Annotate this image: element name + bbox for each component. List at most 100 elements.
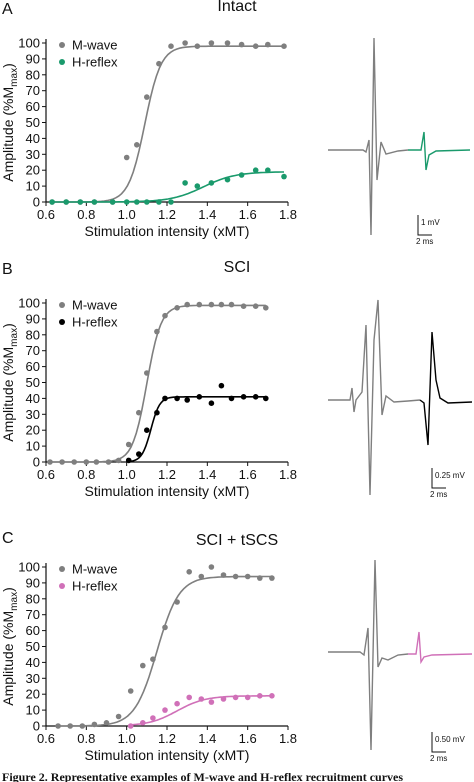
x-tick-label: 1.8 — [279, 467, 297, 482]
legend-marker — [59, 302, 65, 308]
legend-marker — [59, 42, 65, 48]
legend-label: M-wave — [72, 38, 118, 53]
y-tick-label: 10 — [26, 439, 40, 454]
x-tick-label: 1.6 — [239, 207, 257, 222]
y-tick-label: 20 — [26, 163, 40, 178]
data-point — [154, 328, 160, 335]
y-tick-label: 80 — [26, 67, 40, 82]
x-tick-label: 1.0 — [118, 207, 136, 222]
data-point — [182, 180, 188, 186]
data-point — [252, 167, 259, 173]
series-h-reflex — [49, 167, 287, 205]
x-tick-label: 1.4 — [198, 207, 216, 222]
data-point — [218, 301, 225, 308]
panel-label: A — [2, 1, 13, 18]
x-axis-label: Stimulation intensity (xMT) — [85, 223, 250, 239]
series-m-wave — [47, 301, 269, 465]
data-point — [238, 41, 245, 48]
x-tick-label: 1.6 — [239, 467, 257, 482]
x-tick-label: 1.6 — [239, 731, 257, 746]
y-tick-label: 0 — [33, 455, 40, 470]
data-point — [174, 305, 180, 311]
scale-bar: 0.50 mV 2 ms — [430, 732, 465, 763]
y-tick-label: 30 — [26, 147, 40, 162]
y-tick-label: 50 — [26, 115, 40, 130]
y-tick-label: 70 — [26, 83, 40, 98]
series-h-reflex — [125, 382, 269, 464]
data-point — [150, 715, 156, 721]
y-tick-label: 30 — [26, 671, 40, 686]
emg-trace — [328, 559, 473, 751]
y-tick-label: 0 — [33, 719, 40, 734]
data-point — [220, 572, 227, 578]
x-tick-label: 1.2 — [158, 731, 176, 746]
data-point — [198, 696, 205, 702]
data-point — [196, 394, 203, 400]
fit-curve — [52, 45, 284, 203]
data-point — [232, 573, 239, 580]
y-axis-label-sub: max — [9, 328, 20, 347]
h-reflex-trace — [408, 131, 471, 171]
data-point — [105, 459, 112, 465]
data-point — [93, 459, 100, 465]
x-tick-label: 0.6 — [37, 467, 55, 482]
data-point — [198, 573, 205, 580]
y-tick-label: 90 — [26, 311, 40, 326]
scale-bar-time: 2 ms — [430, 754, 447, 763]
data-point — [125, 457, 132, 464]
data-point — [208, 564, 215, 570]
data-point — [257, 575, 263, 581]
data-point — [140, 720, 146, 726]
data-point — [174, 599, 180, 605]
legend-marker — [59, 583, 65, 589]
legend-label: H-reflex — [72, 579, 118, 594]
data-point — [162, 707, 168, 713]
y-tick-label: 80 — [26, 591, 40, 606]
data-point — [208, 699, 215, 705]
data-point — [144, 94, 150, 100]
data-point — [218, 382, 225, 389]
panel-label: B — [2, 261, 13, 278]
m-wave-trace — [328, 299, 421, 496]
data-point — [174, 395, 180, 402]
y-tick-label: 90 — [26, 51, 40, 66]
data-point — [127, 723, 134, 729]
scale-bar-lines — [431, 468, 446, 489]
y-axis-label: Amplitude (%Mmax) — [0, 323, 20, 442]
data-point — [208, 301, 215, 308]
fit-curve — [58, 575, 272, 727]
emg-trace — [328, 37, 471, 236]
y-tick-label: 70 — [26, 343, 40, 358]
y-tick-label: 60 — [26, 623, 40, 638]
data-point — [281, 173, 287, 180]
scale-bar: 0.25 mV 2 ms — [430, 468, 465, 499]
data-point — [91, 199, 98, 205]
y-tick-label: 60 — [26, 359, 40, 374]
data-point — [123, 154, 130, 161]
scale-bar-time: 2 ms — [416, 237, 433, 246]
data-point — [269, 693, 275, 699]
scale-bar-amplitude: 1 mV — [421, 218, 440, 227]
panel-label: C — [2, 530, 14, 547]
x-tick-label: 0.8 — [77, 731, 95, 746]
data-point — [252, 303, 259, 310]
data-point — [186, 694, 192, 701]
data-point — [63, 199, 69, 205]
y-tick-label: 10 — [26, 179, 40, 194]
data-point — [265, 41, 271, 48]
data-point — [168, 43, 174, 49]
data-point — [228, 395, 235, 402]
m-wave-trace — [328, 37, 409, 236]
data-point — [77, 199, 84, 205]
data-point — [103, 720, 110, 726]
fit-curve — [52, 171, 284, 203]
data-point — [208, 40, 215, 46]
data-point — [150, 656, 156, 662]
y-tick-label: 50 — [26, 375, 40, 390]
data-point — [228, 301, 235, 308]
data-point — [196, 301, 203, 308]
y-axis-label-sub: max — [9, 68, 20, 87]
